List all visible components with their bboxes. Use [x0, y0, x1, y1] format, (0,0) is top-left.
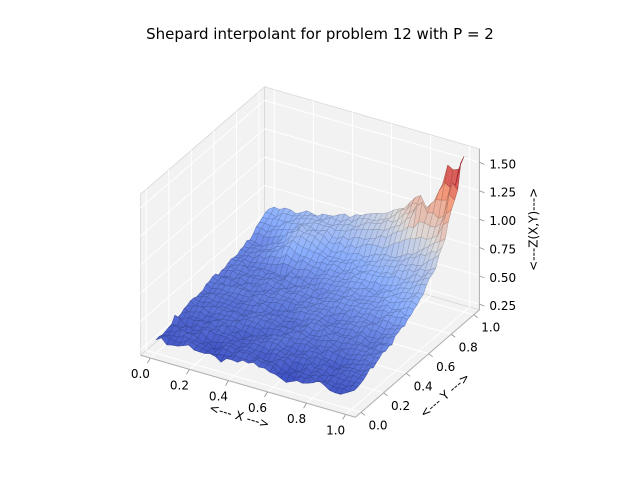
chart-title: Shepard interpolant for problem 12 with … — [146, 25, 494, 43]
